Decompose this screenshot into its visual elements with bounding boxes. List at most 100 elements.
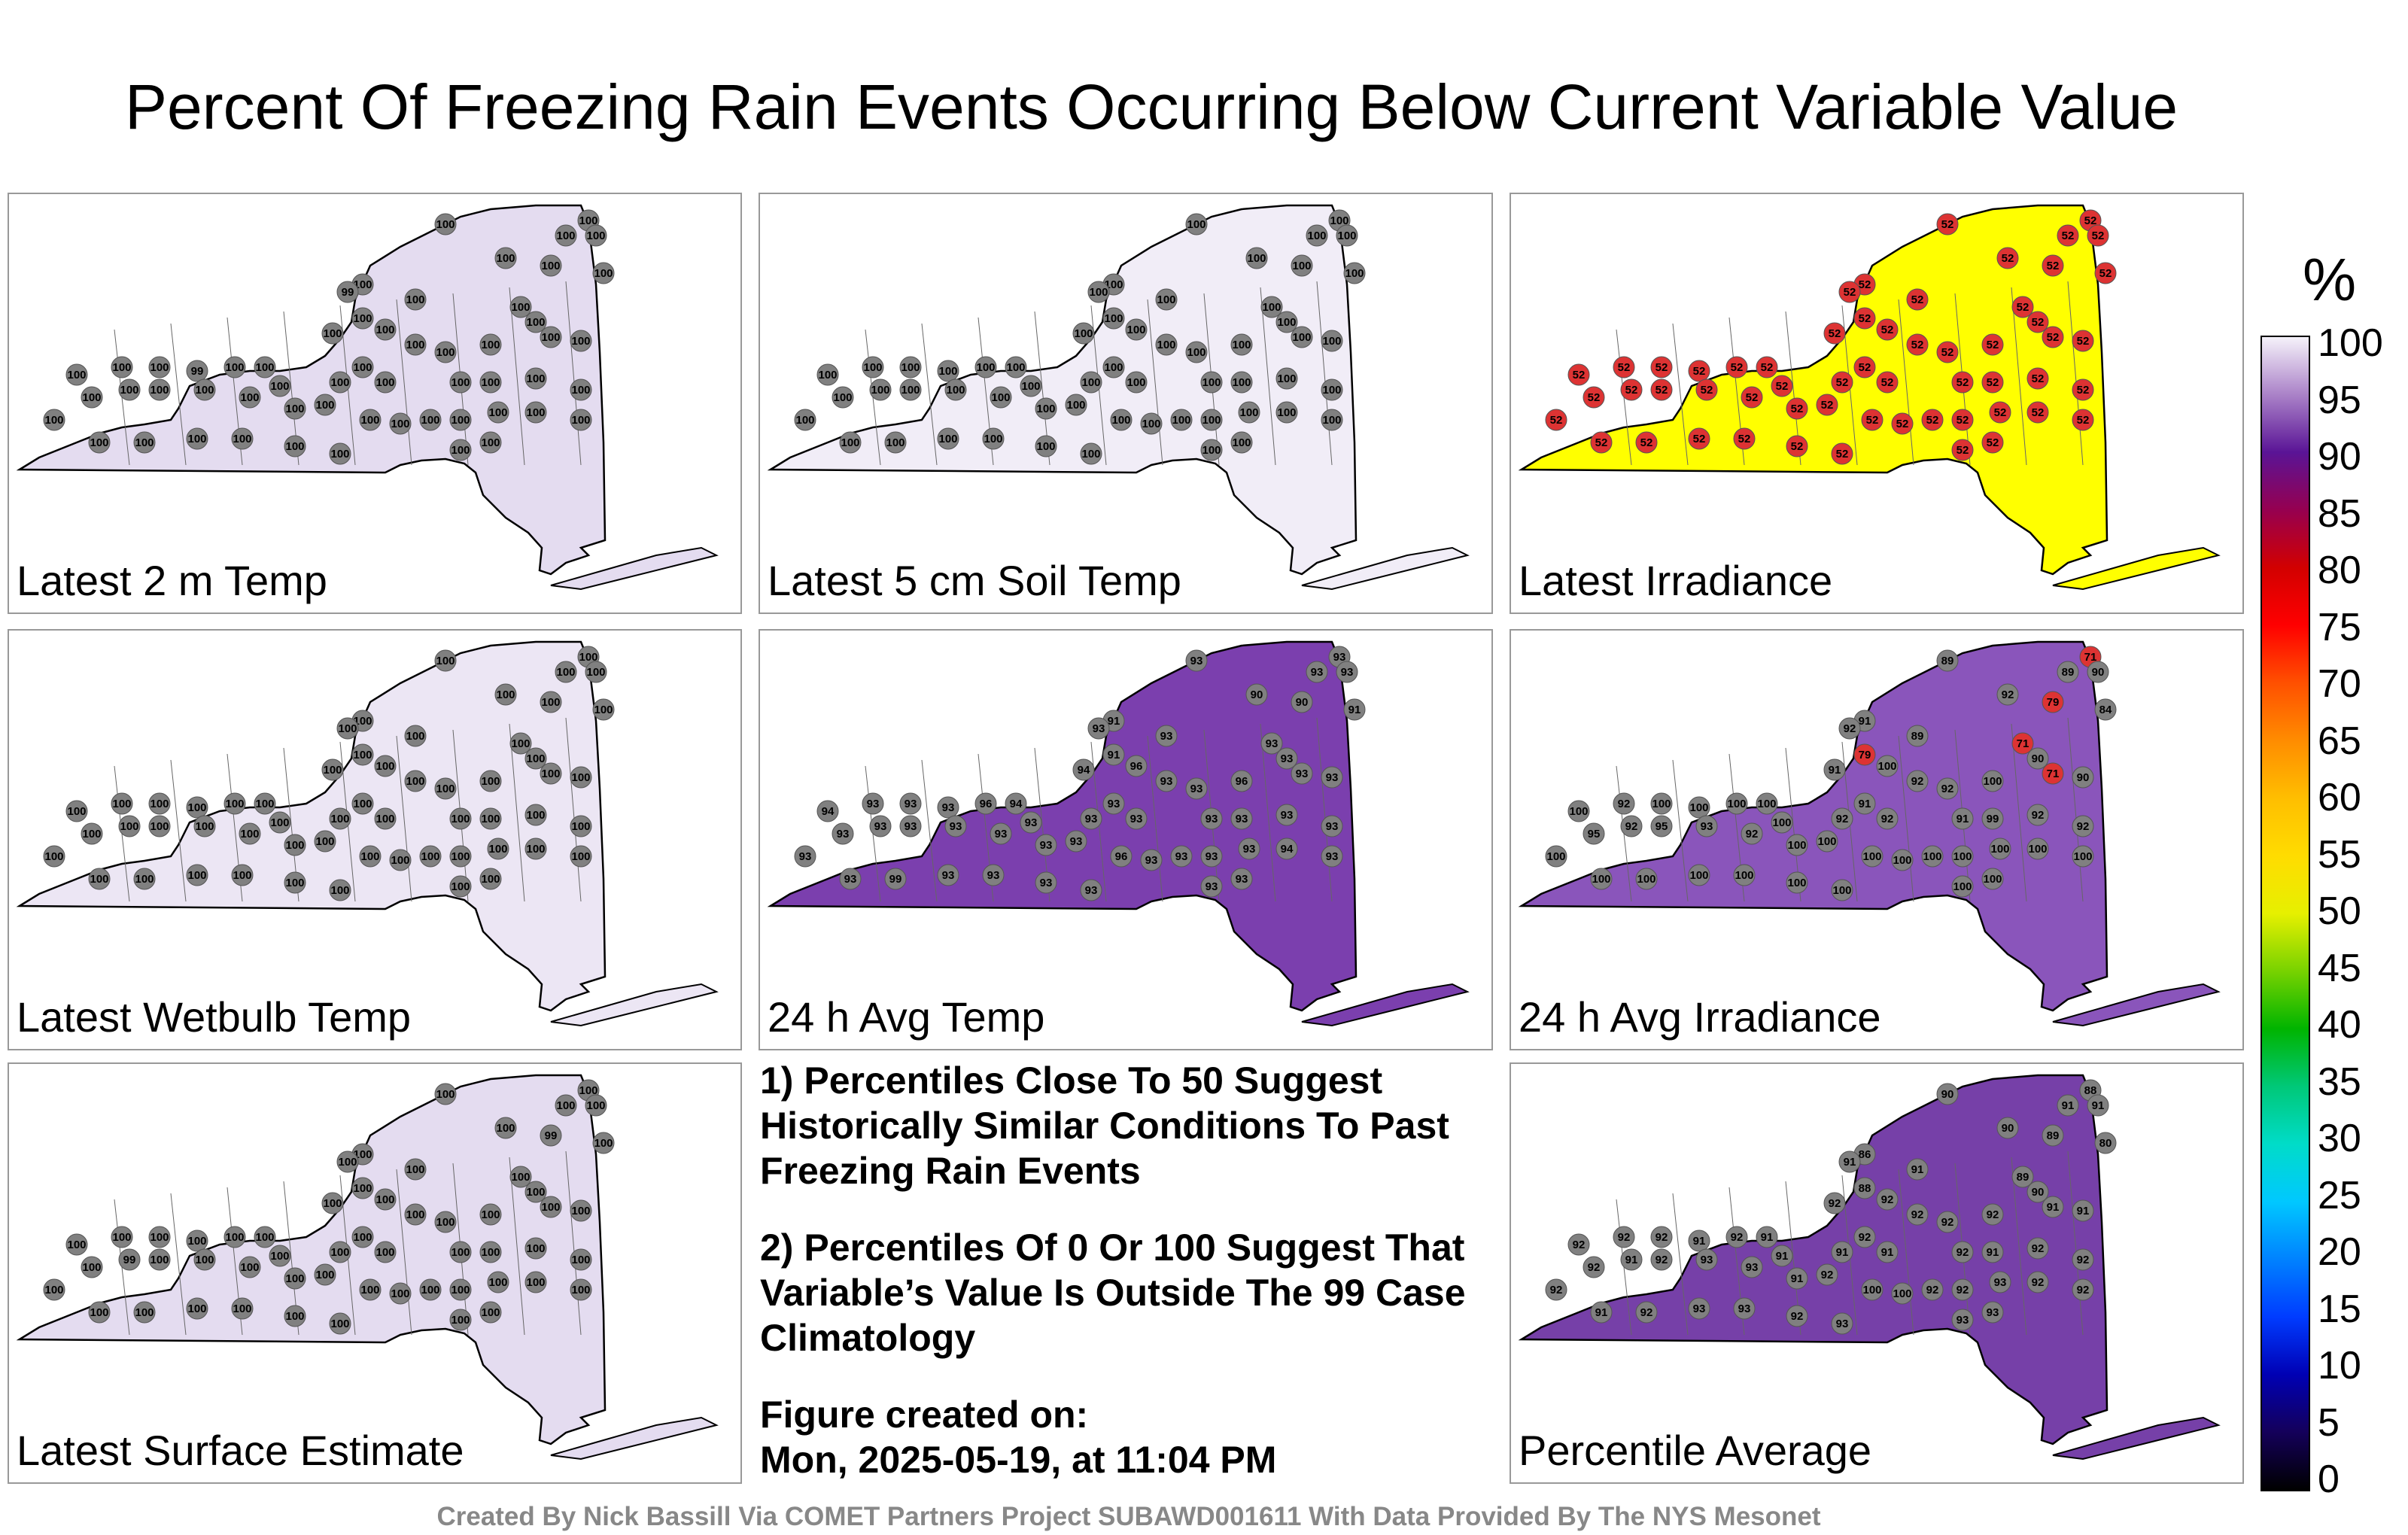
panel-title: Latest 2 m Temp: [17, 557, 327, 604]
station-marker: 100: [389, 412, 412, 435]
station-value: 52: [1836, 448, 1849, 460]
county-line: [921, 759, 938, 902]
county-line: [1147, 735, 1163, 902]
station-marker: 100: [555, 661, 577, 683]
station-value: 91: [1859, 715, 1871, 728]
station-marker: 100: [1200, 371, 1223, 394]
station-dot: [336, 281, 359, 303]
station-marker: 84: [2094, 698, 2117, 721]
station-value: 100: [375, 813, 394, 825]
station-value: 92: [1640, 1306, 1653, 1319]
station-dot: [254, 1226, 276, 1248]
station-value: 100: [436, 218, 455, 231]
station-marker: 100: [540, 326, 562, 348]
station-dot: [404, 333, 427, 356]
station-dot: [81, 386, 103, 409]
station-value: 100: [451, 414, 470, 427]
station-marker: 100: [1336, 224, 1358, 247]
station-value: 100: [112, 361, 131, 374]
station-marker: 100: [449, 875, 472, 898]
station-value: 52: [1859, 278, 1871, 291]
station-dot: [351, 1177, 374, 1199]
station-dot: [1853, 307, 1876, 330]
station-value: 100: [150, 1254, 169, 1266]
station-marker: 100: [479, 770, 502, 792]
station-value: 52: [1731, 361, 1744, 374]
station-value: 100: [255, 361, 274, 374]
station-marker: 100: [1230, 431, 1253, 454]
station-marker: 100: [81, 822, 103, 845]
station-value: 100: [1983, 775, 2002, 788]
county-line: [2011, 723, 2027, 902]
state-outline: [16, 640, 607, 1012]
station-marker: 100: [592, 1132, 615, 1154]
station-marker: 100: [314, 394, 336, 416]
station-marker: 100: [570, 378, 592, 401]
station-value: 93: [1341, 666, 1354, 679]
station-value: 100: [496, 688, 515, 701]
station-value: 93: [1994, 1276, 2007, 1289]
station-value: 100: [406, 730, 424, 743]
station-value: 100: [187, 869, 206, 882]
station-marker: 52: [2072, 378, 2094, 401]
station-marker: 100: [1087, 281, 1110, 303]
colorbar-tick: 25: [2318, 1173, 2361, 1217]
station-value: 92: [1881, 813, 1894, 825]
station-dot: [1733, 1297, 1756, 1320]
station-marker: 100: [359, 845, 382, 868]
station-marker: 100: [1861, 845, 1884, 868]
station-marker: 93: [1080, 879, 1102, 901]
station-value: 100: [315, 399, 334, 412]
station-dot: [81, 1256, 103, 1278]
station-dot: [1936, 1211, 1959, 1233]
station-marker: 99: [336, 281, 359, 303]
station-marker: 100: [944, 378, 967, 401]
station-marker: 100: [479, 1301, 502, 1324]
station-dot: [1230, 770, 1253, 792]
station-value: 92: [2032, 809, 2045, 822]
station-value: 52: [1618, 361, 1631, 374]
station-dot: [186, 1297, 208, 1320]
station-value: 100: [1345, 267, 1364, 280]
station-marker: 100: [449, 807, 472, 830]
station-marker: 100: [269, 811, 291, 834]
station-marker: 100: [1155, 288, 1178, 311]
station-marker: 100: [1080, 442, 1102, 465]
station-value: 96: [1130, 760, 1143, 773]
station-dot: [540, 254, 562, 277]
station-marker: 100: [88, 431, 111, 454]
station-value: 92: [1550, 1284, 1563, 1296]
station-marker: 100: [509, 732, 532, 755]
station-value: 100: [488, 406, 507, 419]
station-value: 92: [1956, 1246, 1969, 1259]
station-value: 100: [526, 316, 545, 329]
station-value: 99: [123, 1254, 136, 1266]
station-marker: 52: [1876, 371, 1899, 394]
station-value: 52: [2077, 414, 2090, 427]
station-value: 100: [436, 783, 455, 795]
station-dot: [1306, 224, 1328, 247]
station-value: 52: [1655, 361, 1668, 374]
station-dot: [133, 431, 156, 454]
station-value: 100: [526, 843, 545, 856]
station-dot: [862, 792, 884, 815]
station-marker: 96: [1230, 770, 1253, 792]
station-value: 52: [1821, 399, 1834, 412]
station-dot: [1583, 822, 1605, 845]
colorbar-unit: %: [2303, 246, 2357, 313]
station-value: 79: [2047, 696, 2060, 709]
station-dot: [231, 427, 254, 450]
station-dot: [794, 409, 816, 431]
station-value: 52: [2077, 384, 2090, 397]
station-value: 52: [1881, 324, 1894, 336]
station-dot: [509, 296, 532, 318]
station-marker: 100: [487, 401, 509, 424]
station-dot: [540, 1124, 562, 1147]
station-marker: 93: [1981, 1301, 2004, 1324]
station-dot: [65, 800, 88, 822]
station-dot: [2072, 845, 2094, 868]
station-value: 92: [1573, 1239, 1586, 1251]
station-marker: 93: [944, 815, 967, 837]
station-marker: 93: [1170, 845, 1193, 868]
